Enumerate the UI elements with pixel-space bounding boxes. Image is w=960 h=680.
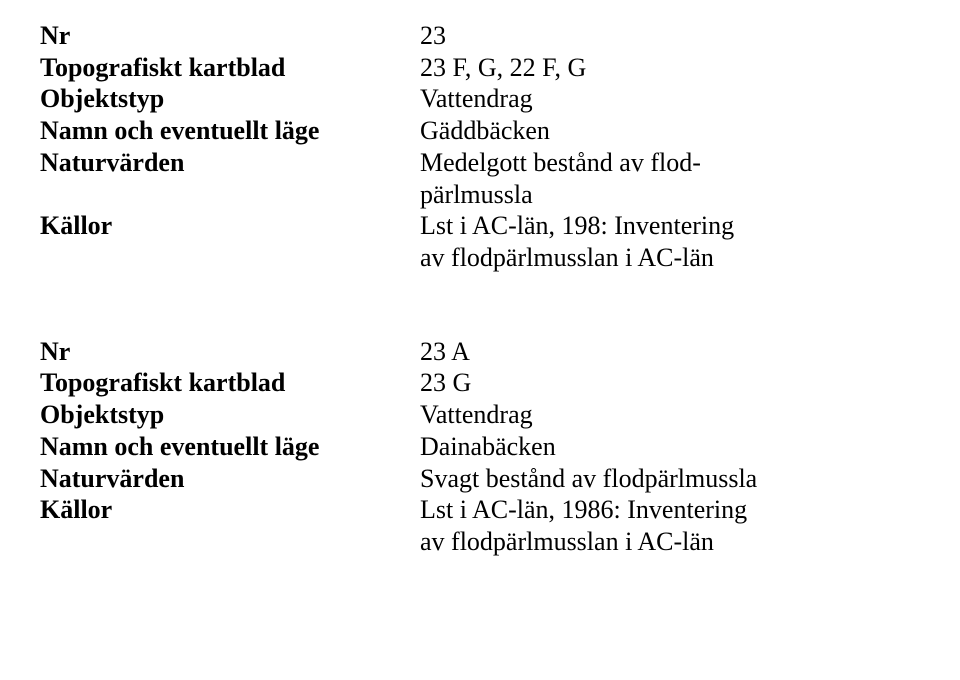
value-naturvarden: Medelgott bestånd av flod-pärlmussla (420, 147, 920, 210)
row-objektstyp: Objektstyp Vattendrag (40, 83, 920, 115)
row-naturvarden: Naturvärden Svagt bestånd av flodpärlmus… (40, 463, 920, 495)
row-kartblad: Topografiskt kartblad 23 F, G, 22 F, G (40, 52, 920, 84)
label-kartblad: Topografiskt kartblad (40, 52, 420, 84)
entry-block-1: Nr 23 Topografiskt kartblad 23 F, G, 22 … (40, 20, 920, 274)
value-namn: Dainabäcken (420, 431, 920, 463)
label-namn: Namn och eventuellt läge (40, 431, 420, 463)
value-objektstyp: Vattendrag (420, 83, 920, 115)
value-nr: 23 A (420, 336, 920, 368)
label-objektstyp: Objektstyp (40, 83, 420, 115)
value-kallor: Lst i AC-län, 198: Inventeringav flodpär… (420, 210, 920, 273)
value-namn: Gäddbäcken (420, 115, 920, 147)
value-naturvarden: Svagt bestånd av flodpärlmussla (420, 463, 920, 495)
label-objektstyp: Objektstyp (40, 399, 420, 431)
label-naturvarden: Naturvärden (40, 463, 420, 495)
label-kallor: Källor (40, 210, 420, 273)
value-kallor: Lst i AC-län, 1986: Inventeringav flodpä… (420, 494, 920, 557)
label-kartblad: Topografiskt kartblad (40, 367, 420, 399)
row-kallor: Källor Lst i AC-län, 198: Inventeringav … (40, 210, 920, 273)
row-kallor: Källor Lst i AC-län, 1986: Inventeringav… (40, 494, 920, 557)
row-objektstyp: Objektstyp Vattendrag (40, 399, 920, 431)
value-objektstyp: Vattendrag (420, 399, 920, 431)
row-namn: Namn och eventuellt läge Gäddbäcken (40, 115, 920, 147)
row-naturvarden: Naturvärden Medelgott bestånd av flod-pä… (40, 147, 920, 210)
value-nr: 23 (420, 20, 920, 52)
label-nr: Nr (40, 20, 420, 52)
label-namn: Namn och eventuellt läge (40, 115, 420, 147)
label-naturvarden: Naturvärden (40, 147, 420, 210)
row-nr: Nr 23 (40, 20, 920, 52)
row-namn: Namn och eventuellt läge Dainabäcken (40, 431, 920, 463)
block-separator (40, 274, 920, 336)
value-kartblad: 23 G (420, 367, 920, 399)
row-kartblad: Topografiskt kartblad 23 G (40, 367, 920, 399)
value-kartblad: 23 F, G, 22 F, G (420, 52, 920, 84)
label-nr: Nr (40, 336, 420, 368)
entry-block-2: Nr 23 A Topografiskt kartblad 23 G Objek… (40, 336, 920, 558)
label-kallor: Källor (40, 494, 420, 557)
row-nr: Nr 23 A (40, 336, 920, 368)
